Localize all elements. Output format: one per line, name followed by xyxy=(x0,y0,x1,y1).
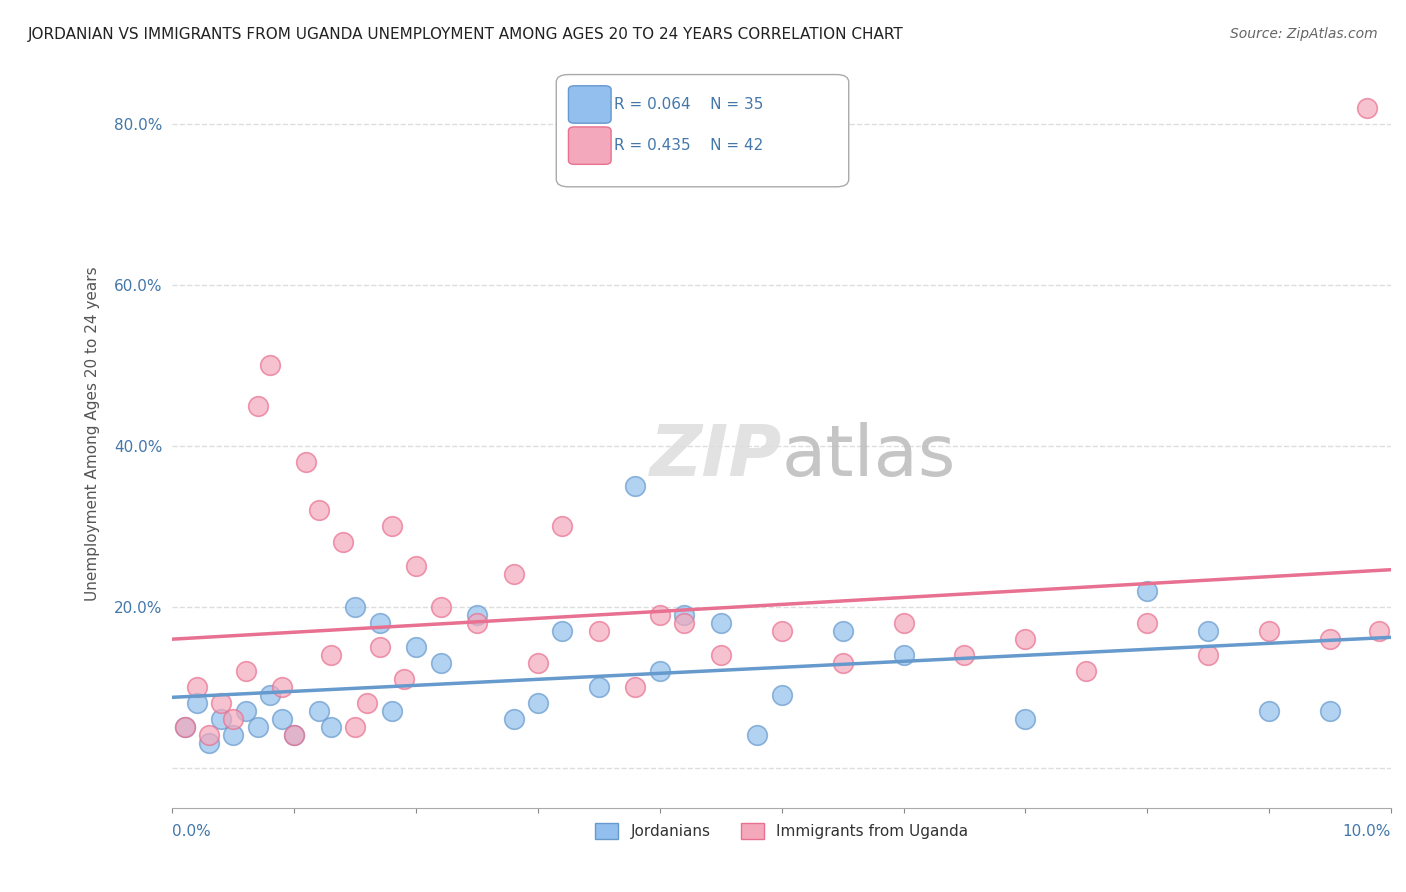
Point xyxy=(356,696,378,710)
FancyBboxPatch shape xyxy=(568,127,612,164)
Point xyxy=(271,712,294,726)
Point xyxy=(381,704,404,718)
Point xyxy=(710,648,733,662)
Point xyxy=(259,688,281,702)
Point xyxy=(259,359,281,373)
Point xyxy=(465,607,488,622)
Point xyxy=(344,599,367,614)
Point xyxy=(1136,583,1159,598)
Point xyxy=(186,680,208,694)
Point xyxy=(673,615,696,630)
Point xyxy=(319,648,342,662)
Point xyxy=(283,728,305,742)
Text: 10.0%: 10.0% xyxy=(1343,824,1391,838)
Point xyxy=(551,519,574,533)
Point xyxy=(368,640,391,654)
Point xyxy=(1197,648,1219,662)
Text: Source: ZipAtlas.com: Source: ZipAtlas.com xyxy=(1230,27,1378,41)
Point xyxy=(429,656,451,670)
Point xyxy=(624,479,647,493)
Point xyxy=(246,720,269,734)
Point xyxy=(588,680,610,694)
Point xyxy=(209,696,232,710)
Point xyxy=(770,624,793,638)
Point xyxy=(893,615,915,630)
Point xyxy=(222,712,245,726)
Point xyxy=(429,599,451,614)
Point xyxy=(1258,704,1281,718)
Point xyxy=(332,535,354,549)
Point xyxy=(502,712,524,726)
Point xyxy=(710,615,733,630)
Point xyxy=(747,728,769,742)
Point xyxy=(368,615,391,630)
FancyBboxPatch shape xyxy=(557,75,849,186)
Point xyxy=(235,704,257,718)
Point xyxy=(173,720,195,734)
Point xyxy=(893,648,915,662)
Point xyxy=(295,455,318,469)
Text: ZIP: ZIP xyxy=(650,422,782,491)
Point xyxy=(953,648,976,662)
Point xyxy=(527,656,550,670)
Y-axis label: Unemployment Among Ages 20 to 24 years: Unemployment Among Ages 20 to 24 years xyxy=(86,267,100,601)
Point xyxy=(465,615,488,630)
FancyBboxPatch shape xyxy=(568,86,612,123)
Point xyxy=(673,607,696,622)
Point xyxy=(588,624,610,638)
Point xyxy=(1014,712,1036,726)
Point xyxy=(186,696,208,710)
Point xyxy=(502,567,524,582)
Point xyxy=(381,519,404,533)
Point xyxy=(308,503,330,517)
Legend: Jordanians, Immigrants from Uganda: Jordanians, Immigrants from Uganda xyxy=(589,817,974,845)
Point xyxy=(831,624,853,638)
Point xyxy=(770,688,793,702)
Point xyxy=(527,696,550,710)
Point xyxy=(198,728,221,742)
Point xyxy=(392,672,415,686)
Point xyxy=(1197,624,1219,638)
Text: 0.0%: 0.0% xyxy=(173,824,211,838)
Point xyxy=(283,728,305,742)
Point xyxy=(405,559,427,574)
Point xyxy=(319,720,342,734)
Point xyxy=(648,607,671,622)
Point xyxy=(198,736,221,750)
Point xyxy=(1014,632,1036,646)
Text: atlas: atlas xyxy=(782,422,956,491)
Point xyxy=(271,680,294,694)
Point xyxy=(344,720,367,734)
Point xyxy=(648,664,671,678)
Point xyxy=(624,680,647,694)
Point xyxy=(209,712,232,726)
Point xyxy=(1258,624,1281,638)
Text: R = 0.435    N = 42: R = 0.435 N = 42 xyxy=(613,138,763,153)
Point xyxy=(246,399,269,413)
Point xyxy=(831,656,853,670)
Point xyxy=(1368,624,1391,638)
Point xyxy=(235,664,257,678)
Point xyxy=(551,624,574,638)
Point xyxy=(1355,101,1378,115)
Point xyxy=(173,720,195,734)
Point xyxy=(1319,632,1341,646)
Point xyxy=(308,704,330,718)
Text: JORDANIAN VS IMMIGRANTS FROM UGANDA UNEMPLOYMENT AMONG AGES 20 TO 24 YEARS CORRE: JORDANIAN VS IMMIGRANTS FROM UGANDA UNEM… xyxy=(28,27,904,42)
Point xyxy=(1136,615,1159,630)
Text: R = 0.064    N = 35: R = 0.064 N = 35 xyxy=(613,97,763,112)
Point xyxy=(405,640,427,654)
Point xyxy=(1076,664,1098,678)
Point xyxy=(222,728,245,742)
Point xyxy=(1319,704,1341,718)
